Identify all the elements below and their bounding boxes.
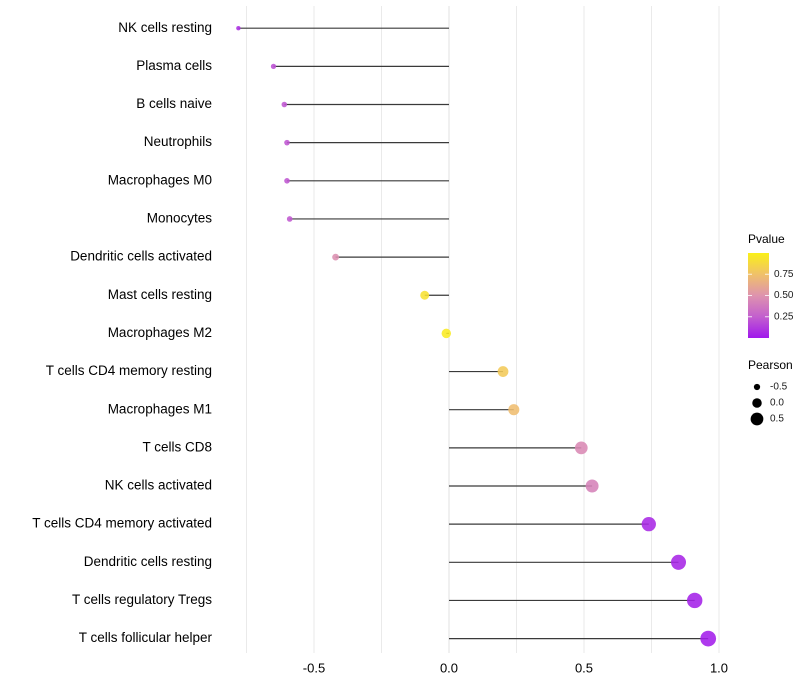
pvalue-tick-label: 0.50: [774, 290, 794, 301]
lollipop-dot: [270, 63, 277, 69]
pearson-legend-title: Pearson: [748, 358, 793, 372]
x-axis-tick-label: 0.5: [575, 660, 593, 675]
lollipop-dot: [508, 404, 520, 416]
lollipop-dot: [332, 253, 339, 261]
y-axis-label: NK cells activated: [105, 478, 212, 493]
y-axis-label: Mast cells resting: [108, 287, 212, 302]
y-axis-label: T cells CD4 memory activated: [32, 516, 212, 531]
pearson-size-dot: [752, 398, 762, 408]
lollipop-dot: [700, 630, 717, 647]
x-axis-tick-label: -0.5: [303, 660, 325, 675]
lollipop-dot: [497, 366, 509, 377]
y-axis-label: T cells regulatory Tregs: [72, 592, 212, 607]
lollipop-dot: [574, 441, 588, 455]
y-axis-label: B cells naive: [136, 96, 212, 111]
lollipop-dot: [441, 328, 452, 339]
lollipop-dot: [284, 178, 290, 184]
y-axis-label: Monocytes: [147, 211, 213, 226]
pearson-size-label: -0.5: [770, 382, 788, 393]
lollipop-dot: [286, 216, 293, 222]
pvalue-legend-title: Pvalue: [748, 232, 785, 246]
y-axis-label: Macrophages M2: [108, 325, 212, 340]
y-axis-label: Dendritic cells resting: [84, 554, 212, 569]
y-axis-label: T cells follicular helper: [79, 630, 213, 645]
lollipop-dot: [236, 25, 241, 31]
pvalue-colorbar: [748, 253, 769, 338]
pearson-size-dot: [753, 383, 761, 391]
pvalue-tick-label: 0.75: [774, 269, 794, 280]
lollipop-dot: [284, 139, 290, 146]
x-axis-tick-label: 1.0: [710, 660, 728, 675]
lollipop-dot: [670, 554, 687, 570]
y-axis-label: T cells CD8: [142, 439, 212, 454]
lollipop-dot: [585, 479, 599, 493]
y-axis-label: Neutrophils: [144, 134, 213, 149]
lollipop-dot: [641, 516, 656, 532]
y-axis-label: NK cells resting: [118, 20, 212, 35]
pearson-size-dot: [750, 412, 764, 426]
x-axis-tick-label: 0.0: [440, 660, 458, 675]
y-axis-label: Plasma cells: [136, 58, 212, 73]
y-axis-label: T cells CD4 memory resting: [46, 363, 212, 378]
y-axis-label: Macrophages M0: [108, 172, 212, 187]
y-axis-label: Macrophages M1: [108, 401, 212, 416]
pvalue-tick-label: 0.25: [774, 311, 794, 322]
pearson-size-label: 0.0: [770, 398, 784, 409]
lollipop-dot: [420, 290, 430, 300]
lollipop-dot: [686, 592, 703, 609]
lollipop-dot: [281, 101, 288, 108]
y-axis-label: Dendritic cells activated: [70, 249, 212, 264]
pearson-size-label: 0.5: [770, 414, 784, 425]
